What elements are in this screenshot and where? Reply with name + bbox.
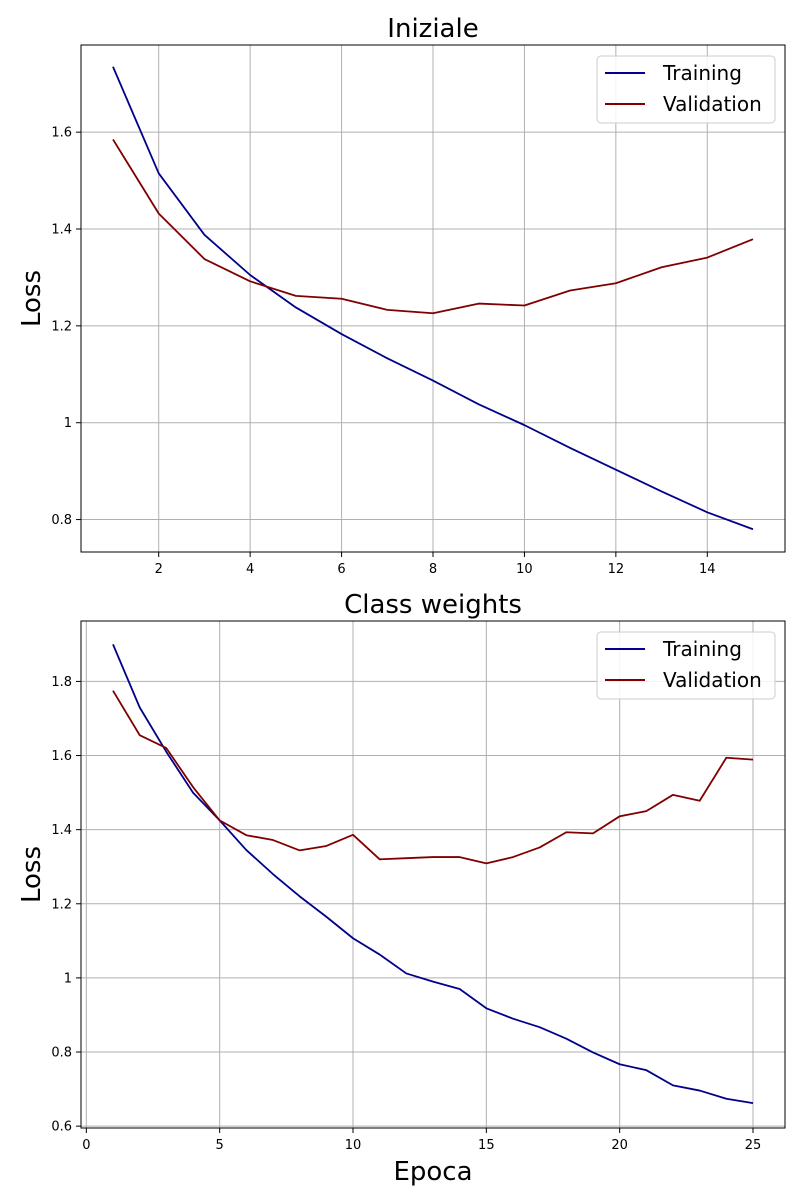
y-axis-label: Loss [17, 270, 47, 327]
y-tick-label: 0.8 [51, 1046, 72, 1061]
series-line-training [112, 66, 754, 531]
x-tick-label: 2 [155, 562, 163, 577]
legend: Training Validation [596, 55, 776, 124]
legend-label-validation: Validation [663, 668, 762, 692]
chart-title: Iniziale [387, 14, 478, 44]
y-tick-label: 1 [64, 971, 72, 986]
x-tick-label: 14 [699, 562, 716, 577]
legend-label-validation: Validation [663, 92, 762, 116]
series-line-validation [112, 690, 754, 865]
y-tick-label: 1.2 [51, 897, 72, 912]
x-tick-label: 8 [429, 562, 437, 577]
x-tick-label: 25 [745, 1138, 762, 1153]
x-tick-label: 5 [216, 1138, 224, 1153]
x-tick-label: 10 [345, 1138, 362, 1153]
y-tick-label: 1.4 [51, 223, 72, 238]
y-tick-label: 1.4 [51, 823, 72, 838]
y-tick-label: 1 [64, 416, 72, 431]
x-tick-label: 6 [337, 562, 345, 577]
series-line-training [112, 643, 754, 1105]
y-tick-label: 0.6 [51, 1120, 72, 1135]
chart-panel-2: 0 5 10 15 20 25 0.6 0.8 1 1.2 1.4 1.6 1.8 Class weigh… [17, 590, 786, 1187]
x-tick-label: 0 [82, 1138, 90, 1153]
legend-label-training: Training [662, 61, 742, 85]
y-tick-label: 1.6 [51, 126, 72, 141]
y-tick-label: 1.8 [51, 675, 72, 690]
y-tick-label: 1.2 [51, 319, 72, 334]
chart-title: Class weights [344, 590, 522, 620]
chart-panel-1: 2 4 6 8 10 12 14 0.8 1 1.2 1.4 1.6 Iniziale Loss Train… [17, 14, 786, 577]
series-line-validation [112, 138, 754, 315]
x-axis-label: Epoca [393, 1157, 472, 1187]
plot-frame [80, 620, 786, 1129]
x-tick-label: 15 [478, 1138, 495, 1153]
y-tick-label: 0.8 [51, 513, 72, 528]
y-tick-label: 1.6 [51, 749, 72, 764]
legend: Training Validation [596, 631, 776, 700]
x-tick-label: 10 [516, 562, 533, 577]
x-tick-label: 12 [608, 562, 625, 577]
x-tick-label: 20 [611, 1138, 628, 1153]
legend-label-training: Training [662, 637, 742, 661]
y-axis-label: Loss [17, 846, 47, 903]
x-tick-label: 4 [246, 562, 254, 577]
